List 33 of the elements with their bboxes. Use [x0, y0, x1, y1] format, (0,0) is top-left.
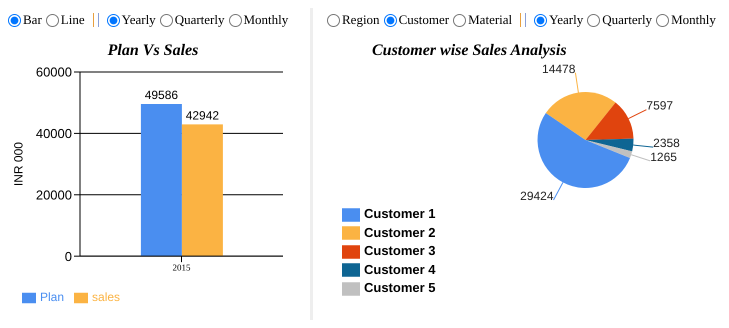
x-tick-label: 2015 [172, 262, 191, 273]
text: Line [60, 12, 85, 28]
text: Region [342, 12, 380, 28]
data-label: 1265 [650, 150, 678, 164]
text: Monthly [244, 12, 288, 28]
legend-label: Customer 3 [364, 243, 436, 258]
legend-label: Customer 4 [364, 262, 436, 277]
y-axis-title: INR 000 [11, 142, 26, 186]
legend-label: Customer 2 [364, 224, 436, 240]
legend-label: Plan [40, 290, 64, 304]
text: Bar [23, 12, 42, 28]
data-label: 14478 [542, 62, 576, 76]
text: Quarterly [174, 12, 224, 28]
data-label: 49586 [144, 88, 178, 102]
text: Monthly [671, 12, 716, 28]
y-tick-label: 60000 [36, 64, 72, 80]
y-tick-label: 0 [64, 248, 72, 264]
text: Yearly [122, 12, 156, 28]
text: Material [468, 12, 512, 28]
data-label: 7597 [646, 98, 674, 113]
text: Yearly [549, 12, 584, 28]
y-tick-label: 20000 [36, 187, 72, 202]
text: Quarterly [602, 12, 652, 28]
text: Customer [398, 12, 450, 28]
chart-title: Plan Vs Sales [106, 42, 200, 60]
y-tick-label: 40000 [36, 126, 72, 142]
legend-label: Customer 5 [364, 280, 436, 296]
data-label: 2358 [653, 136, 680, 150]
data-label: 42942 [186, 108, 220, 122]
data-label: 29424 [520, 188, 554, 203]
chart-title: Customer wise Sales Analysis [371, 42, 568, 60]
legend-label: Customer 1 [364, 206, 436, 222]
legend-label: sales [92, 290, 120, 304]
